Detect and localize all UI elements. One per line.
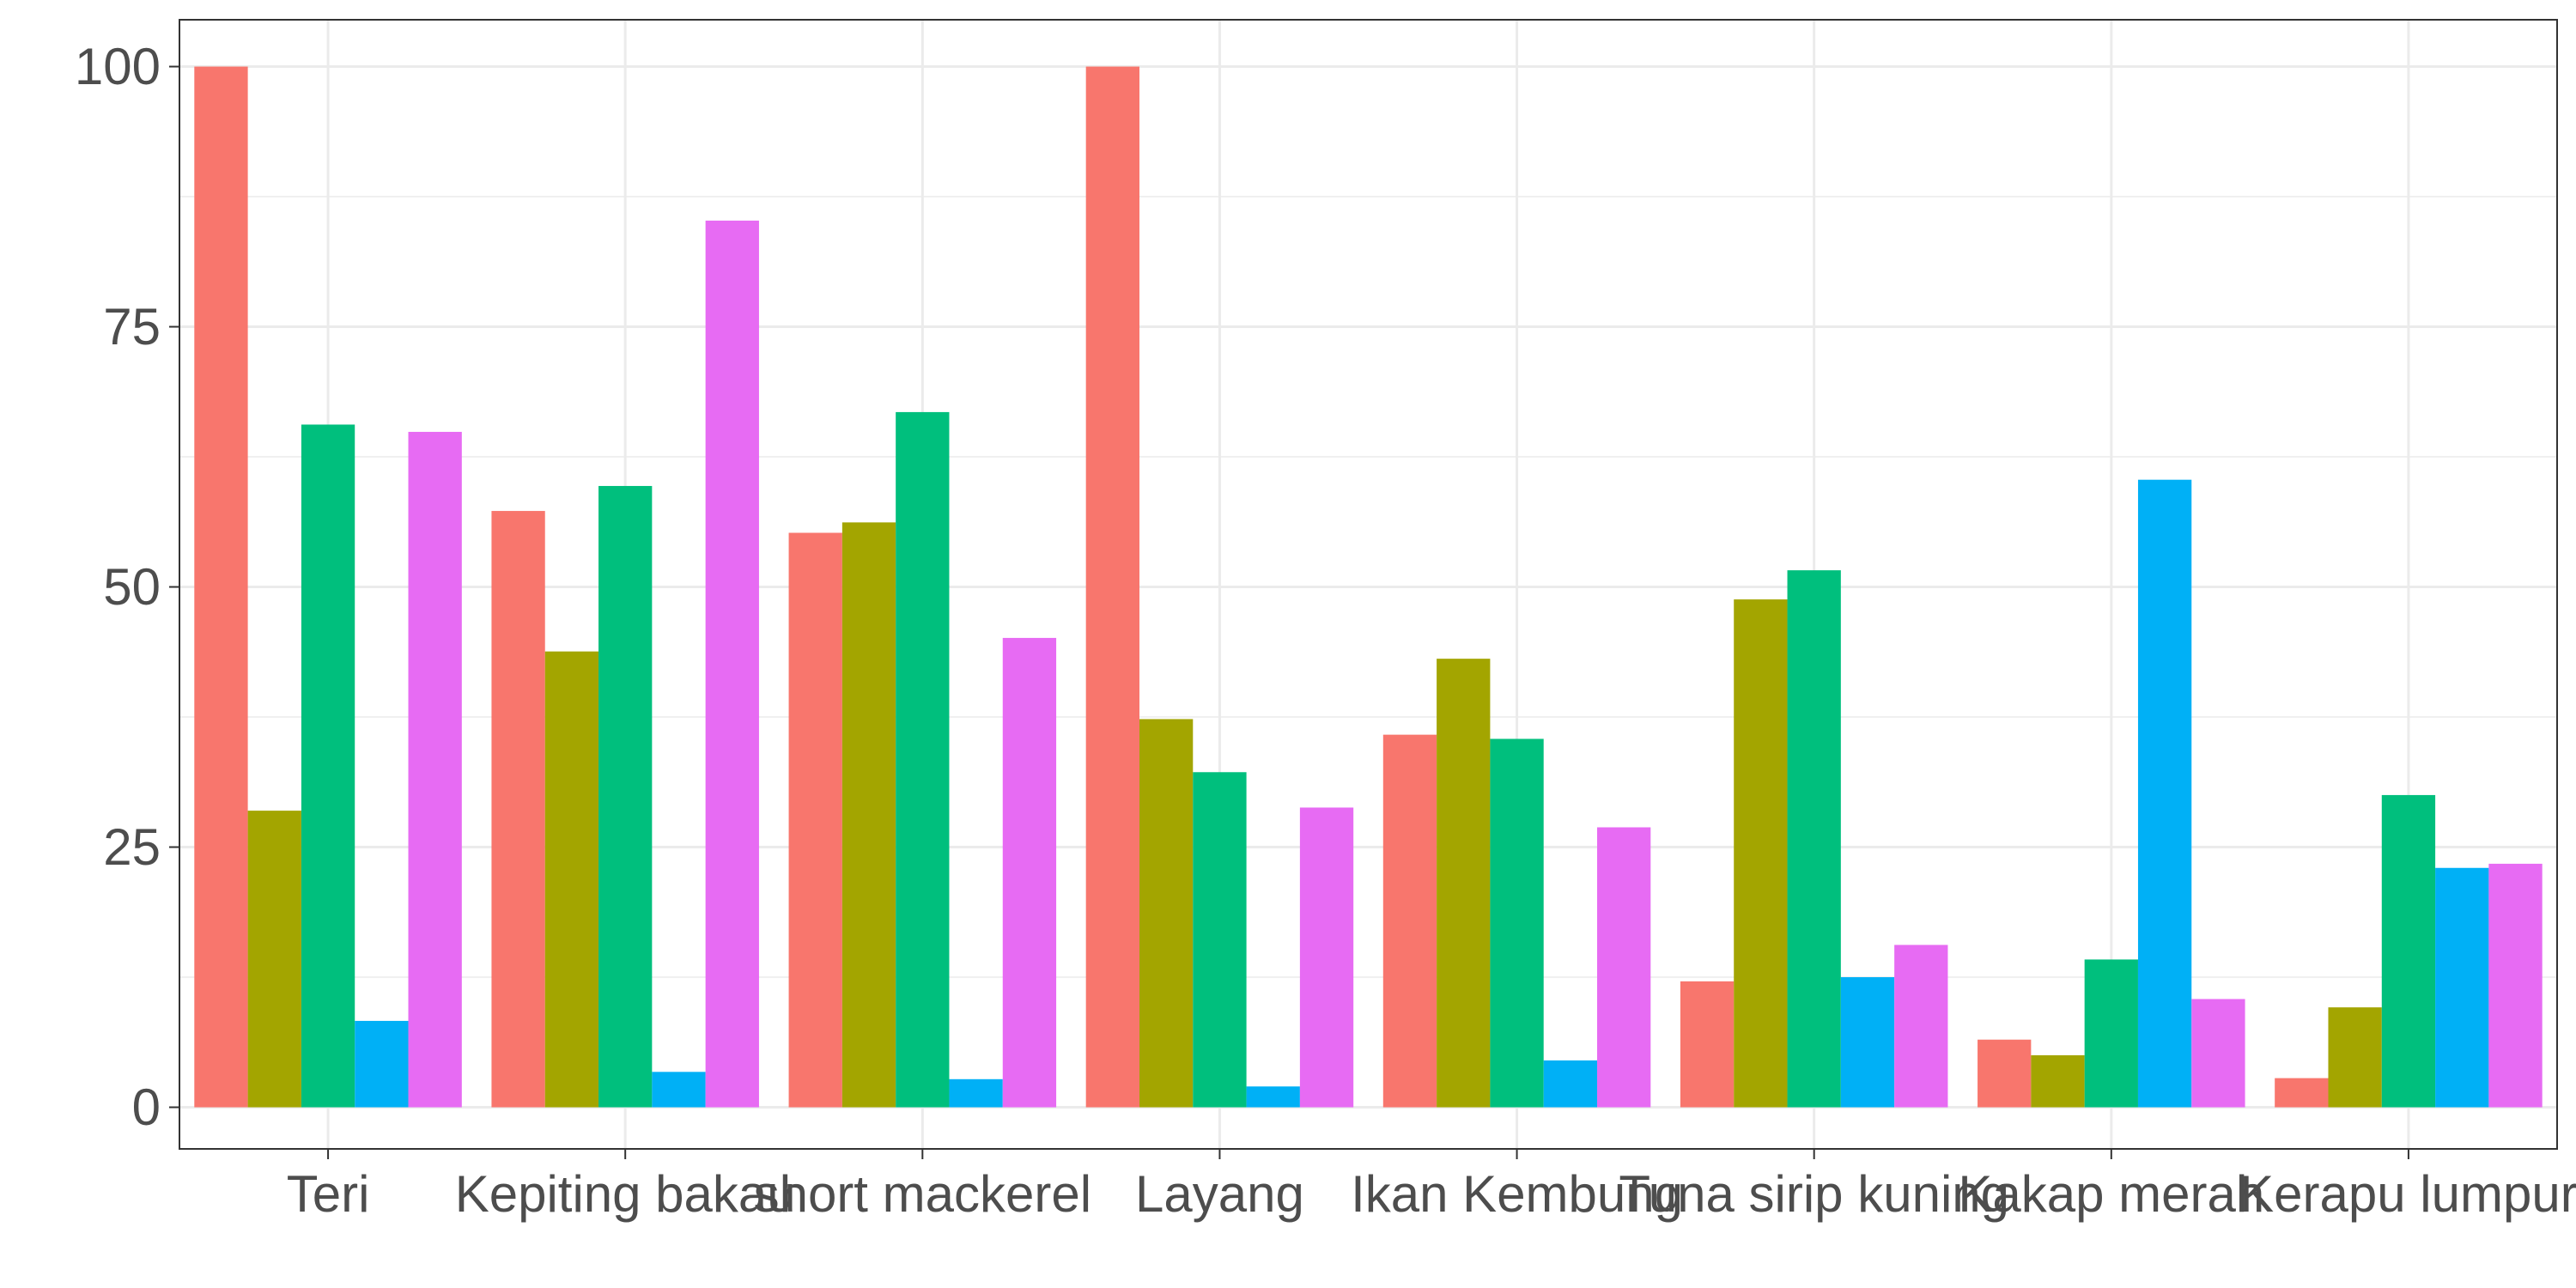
y-tick-label: 75 [103,298,161,355]
bar [1139,719,1194,1108]
bar [301,424,355,1108]
bar [2137,479,2192,1108]
bar [598,485,653,1108]
bar [1382,734,1437,1108]
bar [544,651,599,1108]
bar [896,411,950,1108]
bar [788,532,842,1108]
bar [2488,863,2543,1108]
y-tick-label: 0 [132,1078,161,1136]
x-tick-label: Kerapu lumpur [2239,1165,2576,1223]
bar [1085,66,1139,1108]
bar [1437,659,1491,1108]
x-tick-label: Kakap merah [1958,1165,2264,1223]
bar [1734,599,1788,1108]
bar [705,220,759,1108]
x-tick-label: Tuna sirip kuning [1619,1165,2009,1223]
bar [247,811,301,1108]
bar [1597,827,1651,1108]
bars [194,66,2543,1108]
y-tick-label: 50 [103,558,161,616]
x-tick-label: Kepiting bakau [455,1165,796,1223]
bar [2084,959,2138,1108]
bar [2275,1078,2329,1108]
x-tick-label: Ikan Kembung [1351,1165,1683,1223]
plot-panel-border [179,19,2558,1150]
bar [652,1072,706,1108]
bar [1978,1039,2032,1108]
bar [2191,999,2245,1108]
bar [491,511,545,1108]
bar [1002,637,1057,1108]
bar [2328,1007,2382,1108]
bar [1543,1060,1598,1108]
x-tick-label: short mackerel [754,1165,1091,1223]
y-axis: 0 25 50 75 100 [75,38,179,1136]
bar [355,1020,409,1108]
bar [408,431,462,1108]
bar [1246,1086,1300,1108]
bar [194,66,248,1108]
bar [2031,1054,2085,1108]
bar [841,522,896,1108]
bar [1894,945,1948,1108]
y-tick-label: 100 [75,38,161,95]
bar [2381,794,2436,1108]
x-tick-label: Layang [1135,1165,1304,1223]
bar [1490,738,1544,1108]
y-tick-label: 25 [103,818,161,876]
x-tick-label: Teri [287,1165,370,1223]
bar [949,1078,1003,1108]
bar [2435,867,2489,1108]
bar [1299,807,1354,1108]
bar [1840,977,1895,1108]
bar [1787,570,1841,1108]
bar [1680,981,1735,1108]
bar [1193,772,1247,1108]
